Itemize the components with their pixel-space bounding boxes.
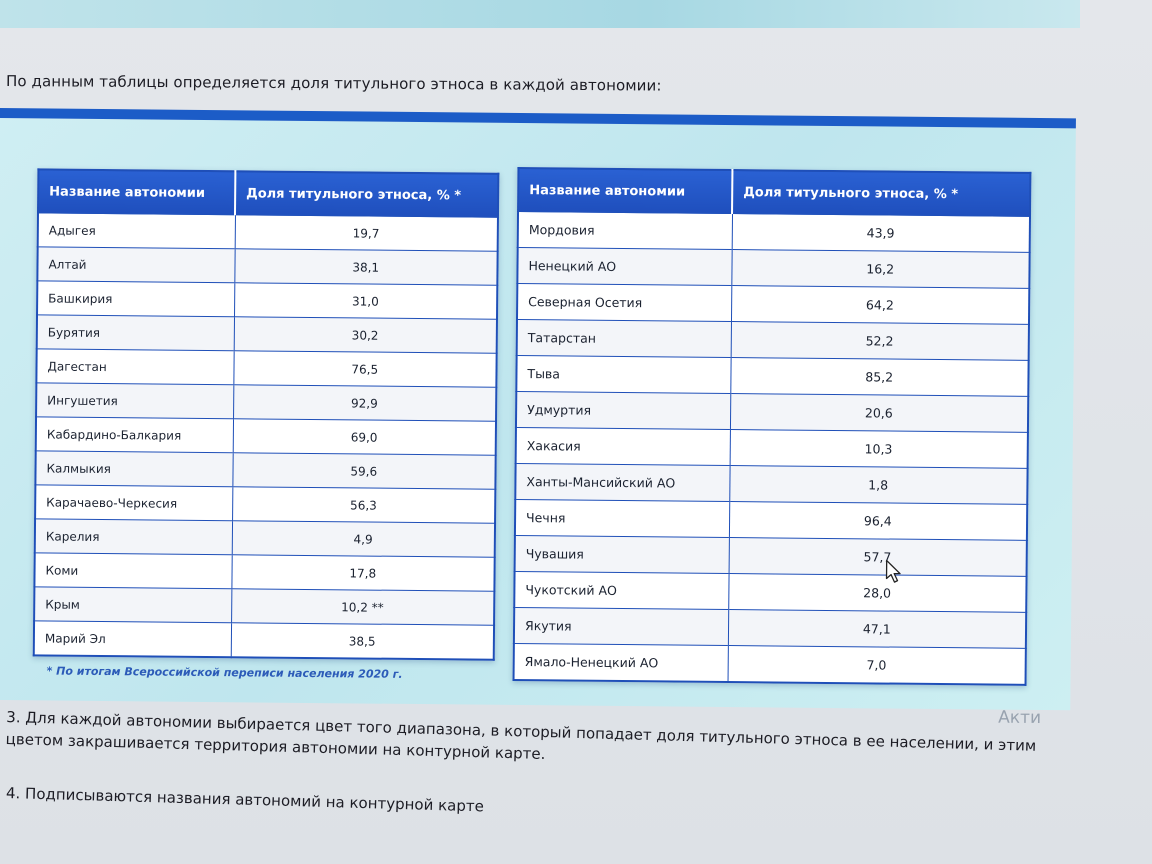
share-value-cell: 85,2 (730, 357, 1029, 397)
share-value-cell: 96,4 (728, 501, 1028, 541)
table-row: Ненецкий АО 16,2 (517, 247, 1030, 289)
autonomy-name-cell: Коми (34, 552, 232, 589)
table-row: Бурятия 30,2 (36, 314, 497, 354)
intro-text: По данным таблицы определяется доля титу… (5, 72, 662, 95)
right-table-body: Мордовия 43,9 Ненецкий АО 16,2 Северная Осет… (513, 211, 1031, 685)
share-value-cell: 20,6 (729, 393, 1029, 433)
autonomy-name-cell: Алтай (37, 246, 235, 283)
table-row: Тыва 85,2 (516, 355, 1029, 397)
table-row: Чувашия 57,7 (514, 535, 1027, 577)
right-table-header: Название автономии Доля титульного этнос… (518, 167, 1031, 217)
step-4-text: 4. Подписываются названия автономий на к… (5, 784, 485, 816)
autonomy-name-cell: Удмуртия (515, 391, 731, 430)
share-value-cell: 47,1 (727, 609, 1027, 649)
share-value-cell: 38,5 (230, 622, 495, 660)
autonomy-name-cell: Марий Эл (33, 620, 232, 658)
autonomy-name-cell: Крым (34, 586, 232, 623)
share-value-cell: 56,3 (232, 486, 496, 524)
autonomy-name-cell: Ингушетия (36, 382, 234, 419)
table-row: Ингушетия 92,9 (36, 382, 497, 422)
table-row: Чукотский АО 28,0 (514, 571, 1027, 613)
table-row: Ямало-Ненецкий АО 7,0 (513, 643, 1026, 685)
col-header-name: Название автономии (518, 167, 733, 214)
col-header-share: Доля титульного этноса, % * (234, 171, 499, 218)
share-value-cell: 52,2 (730, 321, 1029, 361)
table-footnote: * По итогам Всероссийской переписи насел… (46, 664, 403, 681)
share-value-cell: 31,0 (234, 282, 498, 320)
share-value-cell: 92,9 (233, 384, 497, 422)
share-value-cell: 43,9 (731, 213, 1031, 253)
share-value-cell: 30,2 (233, 316, 497, 354)
autonomy-name-cell: Чечня (514, 499, 730, 538)
autonomy-name-cell: Чукотский АО (514, 571, 729, 610)
col-header-name: Название автономии (37, 169, 236, 215)
table-row: Коми 17,8 (34, 552, 495, 592)
table-row: Северная Осетия 64,2 (516, 283, 1030, 325)
table-row: Карачаево-Черкесия 56,3 (35, 484, 496, 524)
autonomy-name-cell: Ханты-Мансийский АО (515, 463, 730, 502)
table-row: Якутия 47,1 (513, 607, 1027, 649)
autonomy-name-cell: Карелия (34, 518, 233, 555)
left-table-body: Адыгея 19,7 Алтай 38,1 Башкирия 31,0 Бурятия 30… (33, 212, 498, 660)
table-row: Дагестан 76,5 (36, 348, 497, 388)
autonomy-name-cell: Калмыкия (35, 450, 233, 487)
share-value-cell: 59,6 (232, 452, 496, 490)
share-value-cell: 16,2 (731, 249, 1030, 289)
autonomy-name-cell: Кабардино-Балкария (35, 416, 234, 453)
table-row: Кабардино-Балкария 69,0 (35, 416, 497, 456)
mouse-pointer-icon (885, 559, 901, 583)
autonomy-name-cell: Ненецкий АО (517, 247, 732, 286)
activation-watermark: Акти (998, 707, 1042, 729)
autonomy-name-cell: Дагестан (36, 348, 234, 385)
autonomy-name-cell: Татарстан (516, 319, 731, 358)
table-row: Татарстан 52,2 (516, 319, 1029, 361)
table-row: Башкирия 31,0 (37, 280, 498, 320)
table-panel: Название автономии Доля титульного этнос… (0, 108, 1076, 728)
share-value-cell: 4,9 (231, 520, 496, 558)
share-value-cell: 10,2 ** (231, 588, 495, 626)
share-value-cell: 7,0 (727, 645, 1026, 685)
autonomy-name-cell: Хакасия (515, 427, 730, 466)
table-row: Удмуртия 20,6 (515, 391, 1029, 433)
table-row: Хакасия 10,3 (515, 427, 1028, 469)
table-row: Марий Эл 38,5 (33, 620, 495, 660)
left-table: Название автономии Доля титульного этнос… (32, 168, 500, 661)
autonomy-name-cell: Карачаево-Черкесия (35, 484, 233, 521)
top-banner-strip (0, 0, 1080, 28)
table-row: Мордовия 43,9 (517, 211, 1031, 253)
left-table-header: Название автономии Доля титульного этнос… (37, 169, 499, 218)
share-value-cell: 1,8 (729, 465, 1028, 505)
share-value-cell: 17,8 (231, 554, 495, 592)
share-value-cell: 76,5 (233, 350, 497, 388)
autonomy-name-cell: Ямало-Ненецкий АО (513, 643, 728, 683)
step-3-text: 3. Для каждой автономии выбирается цвет … (5, 708, 1037, 764)
table-row: Адыгея 19,7 (37, 212, 498, 252)
autonomy-name-cell: Мордовия (517, 211, 733, 250)
share-value-cell: 28,0 (728, 573, 1027, 613)
table-row: Карелия 4,9 (34, 518, 496, 558)
table-row: Алтай 38,1 (37, 246, 498, 286)
table-row: Чечня 96,4 (514, 499, 1028, 541)
table-row: Калмыкия 59,6 (35, 450, 496, 490)
share-value-cell: 69,0 (232, 418, 497, 456)
col-header-share: Доля титульного этноса, % * (732, 170, 1031, 217)
right-table: Название автономии Доля титульного этнос… (512, 166, 1032, 686)
autonomy-name-cell: Адыгея (37, 212, 235, 249)
share-value-cell: 10,3 (729, 429, 1028, 469)
autonomy-name-cell: Чувашия (514, 535, 729, 574)
share-value-cell: 57,7 (728, 537, 1027, 577)
autonomy-name-cell: Башкирия (37, 280, 235, 317)
autonomy-name-cell: Северная Осетия (516, 283, 732, 322)
table-row: Ханты-Мансийский АО 1,8 (515, 463, 1028, 505)
table-row: Крым 10,2 ** (34, 586, 495, 626)
share-value-cell: 64,2 (730, 285, 1030, 325)
autonomy-name-cell: Якутия (513, 607, 729, 646)
share-value-cell: 38,1 (234, 248, 498, 286)
share-value-cell: 19,7 (234, 214, 498, 252)
autonomy-name-cell: Бурятия (36, 314, 235, 351)
autonomy-name-cell: Тыва (516, 355, 731, 394)
